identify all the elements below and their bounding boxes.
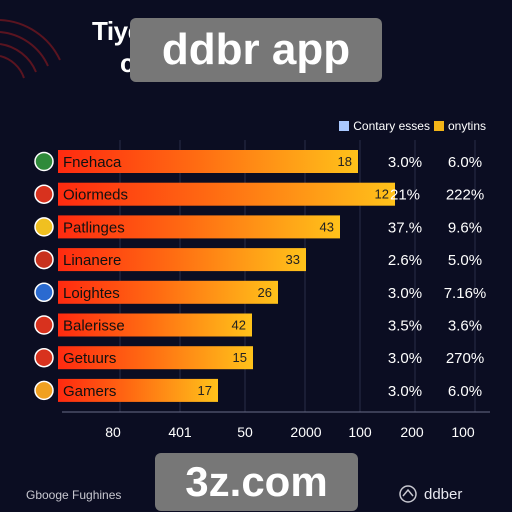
flag-icon [34,249,54,270]
value-label: 15 [233,350,247,365]
stat-b-value: 6.0% [448,383,482,400]
category-label: Patlinges [63,219,125,236]
stat-b-value: 222% [446,187,484,204]
stat-b-value: 270% [446,350,484,367]
category-label: Gamers [63,383,116,400]
flag-icon [34,347,54,368]
flag-icon [34,380,54,401]
bar [58,182,395,206]
stat-b-value: 5.0% [448,252,482,269]
watermark-banner-top: ddbr app [130,18,382,82]
value-label: 18 [338,154,352,169]
bar [58,215,340,239]
bar [58,150,358,173]
footer-brand-label: ddber [424,485,463,503]
category-label: Linanere [63,252,121,269]
stat-a-value: 3.0% [388,383,422,400]
flag-icon [34,184,54,204]
stat-a-value: 3.5% [388,318,422,335]
category-label: Oiormeds [63,187,128,204]
legend: Contary esses onytins [339,119,486,133]
value-label: 43 [320,219,334,234]
decorative-arcs [0,19,61,79]
footer-brand: ddber [398,484,462,504]
stat-a-value: 2.6% [388,252,422,269]
x-tick-label: 200 [400,424,424,440]
value-label: 17 [198,383,212,398]
stat-a-value: 21% [390,187,420,204]
x-tick-label: 2000 [290,424,321,440]
bar [58,248,306,272]
flag-icon [34,151,54,172]
legend-label-b: onytins [447,119,486,133]
stat-a-value: 3.0% [388,154,422,171]
category-label: Getuurs [63,350,116,367]
stat-a-value: 3.0% [388,350,422,367]
bar [58,378,218,402]
bar [58,346,253,370]
category-label: Loightes [63,285,120,302]
footer-source: Gbooge Fughines [26,488,122,502]
category-label: Balerisse [63,318,125,335]
x-tick-label: 100 [348,424,372,440]
legend-swatch-a [339,121,350,131]
stat-b-value: 7.16% [444,285,487,302]
bar [58,313,252,337]
x-tick-label: 80 [105,424,121,440]
watermark-banner-bottom: 3z.com [155,453,358,511]
value-label: 42 [232,318,246,333]
flag-icon [34,217,54,237]
stat-b-value: 9.6% [448,219,482,236]
legend-swatch-b [433,121,444,131]
x-tick-label: 401 [168,424,192,440]
stat-b-value: 3.6% [448,318,482,335]
stat-b-value: 6.0% [448,154,482,171]
brand-logo-icon [399,485,417,503]
x-tick-label: 50 [237,424,253,440]
flag-icon [34,315,54,335]
legend-label-a: Contary esses [353,119,430,133]
flag-icon [34,282,54,303]
stat-a-value: 3.0% [388,285,422,302]
value-label: 33 [286,252,300,267]
bar [58,280,278,304]
x-tick-label: 100 [451,424,475,440]
stat-a-value: 37.% [388,219,422,236]
value-label: 26 [258,285,272,300]
category-label: Fnehaca [63,154,122,171]
value-label: 12 [375,187,389,202]
